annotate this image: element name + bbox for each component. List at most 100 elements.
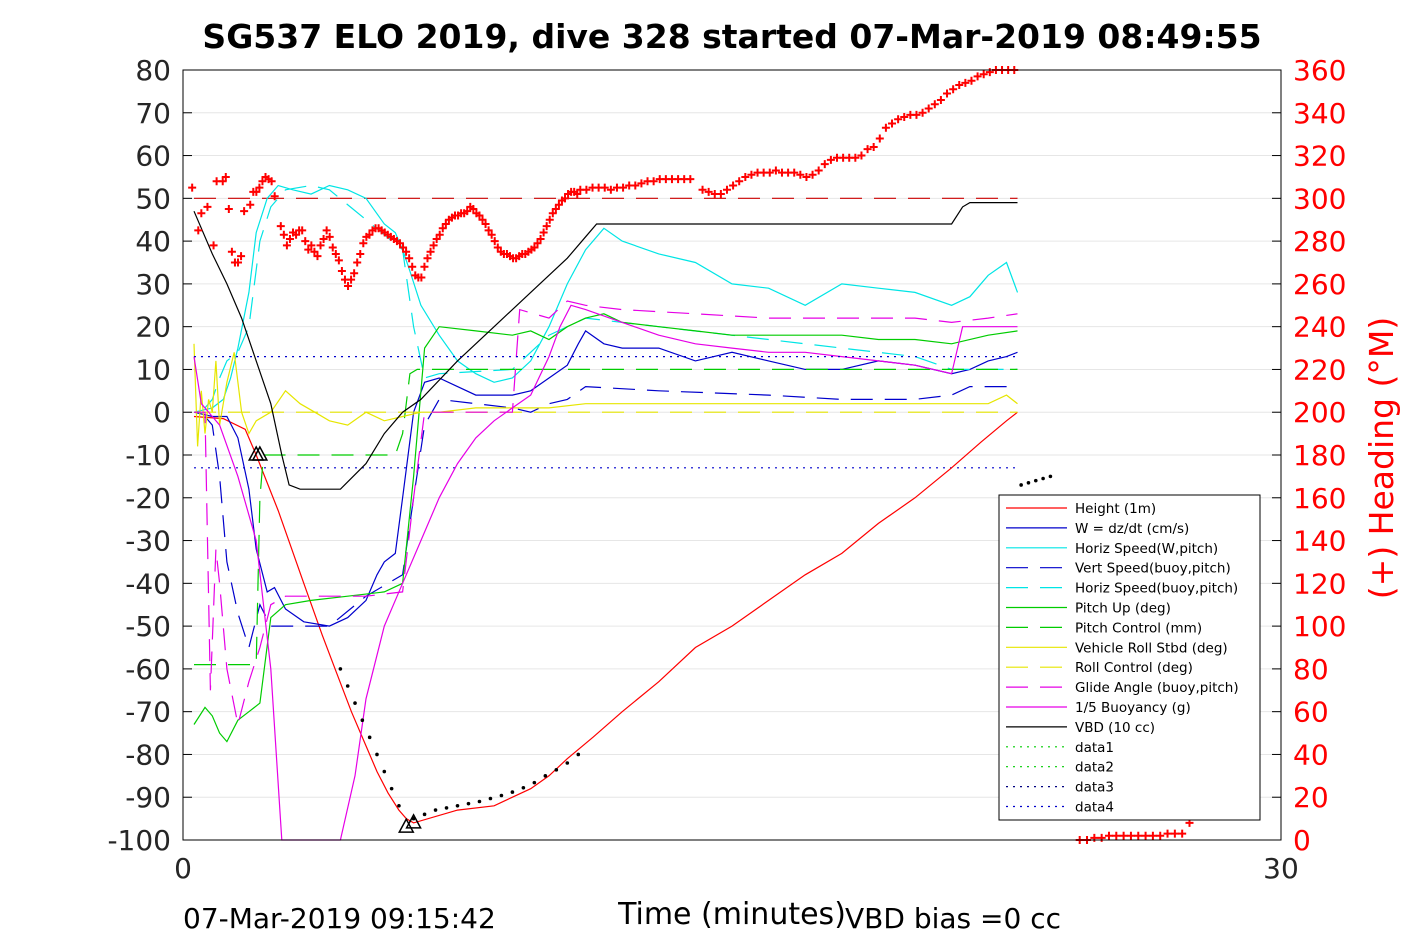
heading-point: [441, 220, 450, 228]
y-tick-label: 0: [153, 396, 171, 429]
sample-dot: [444, 806, 449, 810]
heading-point: [240, 207, 249, 216]
heading-point: [857, 151, 866, 160]
heading-point: [943, 89, 952, 98]
heading-point: [334, 256, 343, 265]
sample-dot: [1048, 474, 1053, 479]
sample-dot: [510, 790, 515, 794]
series-line: [194, 368, 1018, 666]
legend-label: Glide Angle (buoy,pitch): [1075, 680, 1239, 696]
y2-tick-label: 60: [1293, 696, 1329, 729]
heading-point: [365, 230, 374, 239]
y2-tick-label: 80: [1293, 653, 1329, 686]
y-tick-label: -90: [125, 781, 171, 814]
sample-dot: [554, 768, 559, 772]
heading-point: [686, 175, 695, 184]
heading-point: [1134, 831, 1143, 840]
heading-point: [493, 243, 502, 252]
heading-point: [325, 232, 334, 241]
legend-label: Vert Speed(buoy,pitch): [1075, 561, 1231, 577]
y-tick-label: -40: [125, 567, 171, 600]
heading-point: [533, 239, 542, 248]
y-tick-label: 10: [135, 353, 171, 386]
heading-point: [771, 166, 780, 175]
y2-tick-label: 260: [1293, 268, 1346, 301]
heading-point: [582, 185, 591, 194]
y2-tick-label: 280: [1293, 225, 1346, 258]
heading-point: [417, 273, 426, 282]
heading-point: [722, 185, 731, 194]
heading-point: [888, 119, 897, 128]
y2-tick-label: 40: [1293, 738, 1329, 771]
heading-point: [973, 72, 982, 81]
heading-point: [224, 205, 233, 214]
heading-point: [851, 153, 860, 162]
heading-point: [979, 70, 988, 79]
heading-point: [218, 177, 227, 186]
heading-point: [1112, 831, 1121, 840]
legend-label: Height (1m): [1075, 501, 1156, 517]
sample-dot: [1033, 478, 1038, 483]
heading-point: [475, 211, 484, 220]
sample-dot: [1026, 481, 1031, 485]
heading-point: [267, 177, 276, 186]
heading-point: [1126, 831, 1135, 840]
chart-title: SG537 ELO 2019, dive 328 started 07-Mar-…: [202, 17, 1261, 56]
heading-point: [530, 243, 539, 252]
y2-tick-label: 300: [1293, 182, 1346, 215]
heading-point: [729, 181, 738, 190]
heading-point: [328, 243, 337, 252]
heading-point: [237, 252, 246, 261]
heading-point: [924, 104, 933, 113]
heading-point: [197, 209, 206, 218]
heading-point: [435, 230, 444, 239]
heading-point: [252, 187, 261, 196]
heading-point: [319, 234, 328, 243]
heading-point: [188, 183, 197, 192]
heading-point: [955, 80, 964, 89]
heading-point: [600, 183, 609, 192]
sample-dot: [433, 808, 438, 812]
series-line: [204, 184, 1018, 409]
heading-point: [310, 247, 319, 256]
heading-point: [949, 85, 958, 94]
sample-dot: [466, 801, 471, 806]
heading-point: [808, 170, 817, 179]
heading-point: [313, 252, 322, 261]
y-tick-label: 60: [135, 140, 171, 173]
heading-point: [1156, 831, 1165, 840]
heading-point: [1178, 829, 1187, 838]
heading-point: [1141, 831, 1150, 840]
heading-point: [573, 190, 582, 199]
sample-dot: [360, 718, 365, 723]
legend-label: Horiz Speed(W,pitch): [1075, 541, 1218, 557]
heading-point: [912, 110, 921, 119]
heading-point: [246, 200, 255, 209]
right-y-axis-label: (+) Heading (°M): [1362, 317, 1401, 599]
legend-label: Pitch Up (deg): [1075, 601, 1171, 617]
heading-point: [698, 185, 707, 194]
heading-point: [350, 269, 359, 278]
sample-dot: [532, 780, 537, 785]
y2-tick-label: 100: [1293, 610, 1346, 643]
heading-point: [869, 143, 878, 151]
triangle-marker: [251, 445, 269, 461]
legend-label: VBD (10 cc): [1075, 720, 1155, 736]
x-tick-label: 0: [174, 852, 192, 885]
heading-point: [209, 241, 218, 250]
legend-label: Horiz Speed(buoy,pitch): [1075, 581, 1238, 597]
y2-tick-label: 0: [1293, 824, 1311, 857]
sample-dot: [565, 761, 570, 765]
series-line: [193, 184, 1019, 413]
heading-point: [741, 172, 750, 181]
heading-point: [894, 115, 903, 124]
x-axis: 0 30: [174, 831, 1299, 885]
heading-point: [1148, 831, 1157, 840]
sample-dot: [367, 735, 372, 740]
y2-tick-label: 160: [1293, 482, 1346, 515]
y-tick-label: -30: [125, 525, 171, 558]
heading-point: [469, 205, 478, 214]
triangle-marker: [405, 813, 422, 829]
heading-point: [704, 187, 713, 196]
heading-point: [918, 108, 927, 117]
